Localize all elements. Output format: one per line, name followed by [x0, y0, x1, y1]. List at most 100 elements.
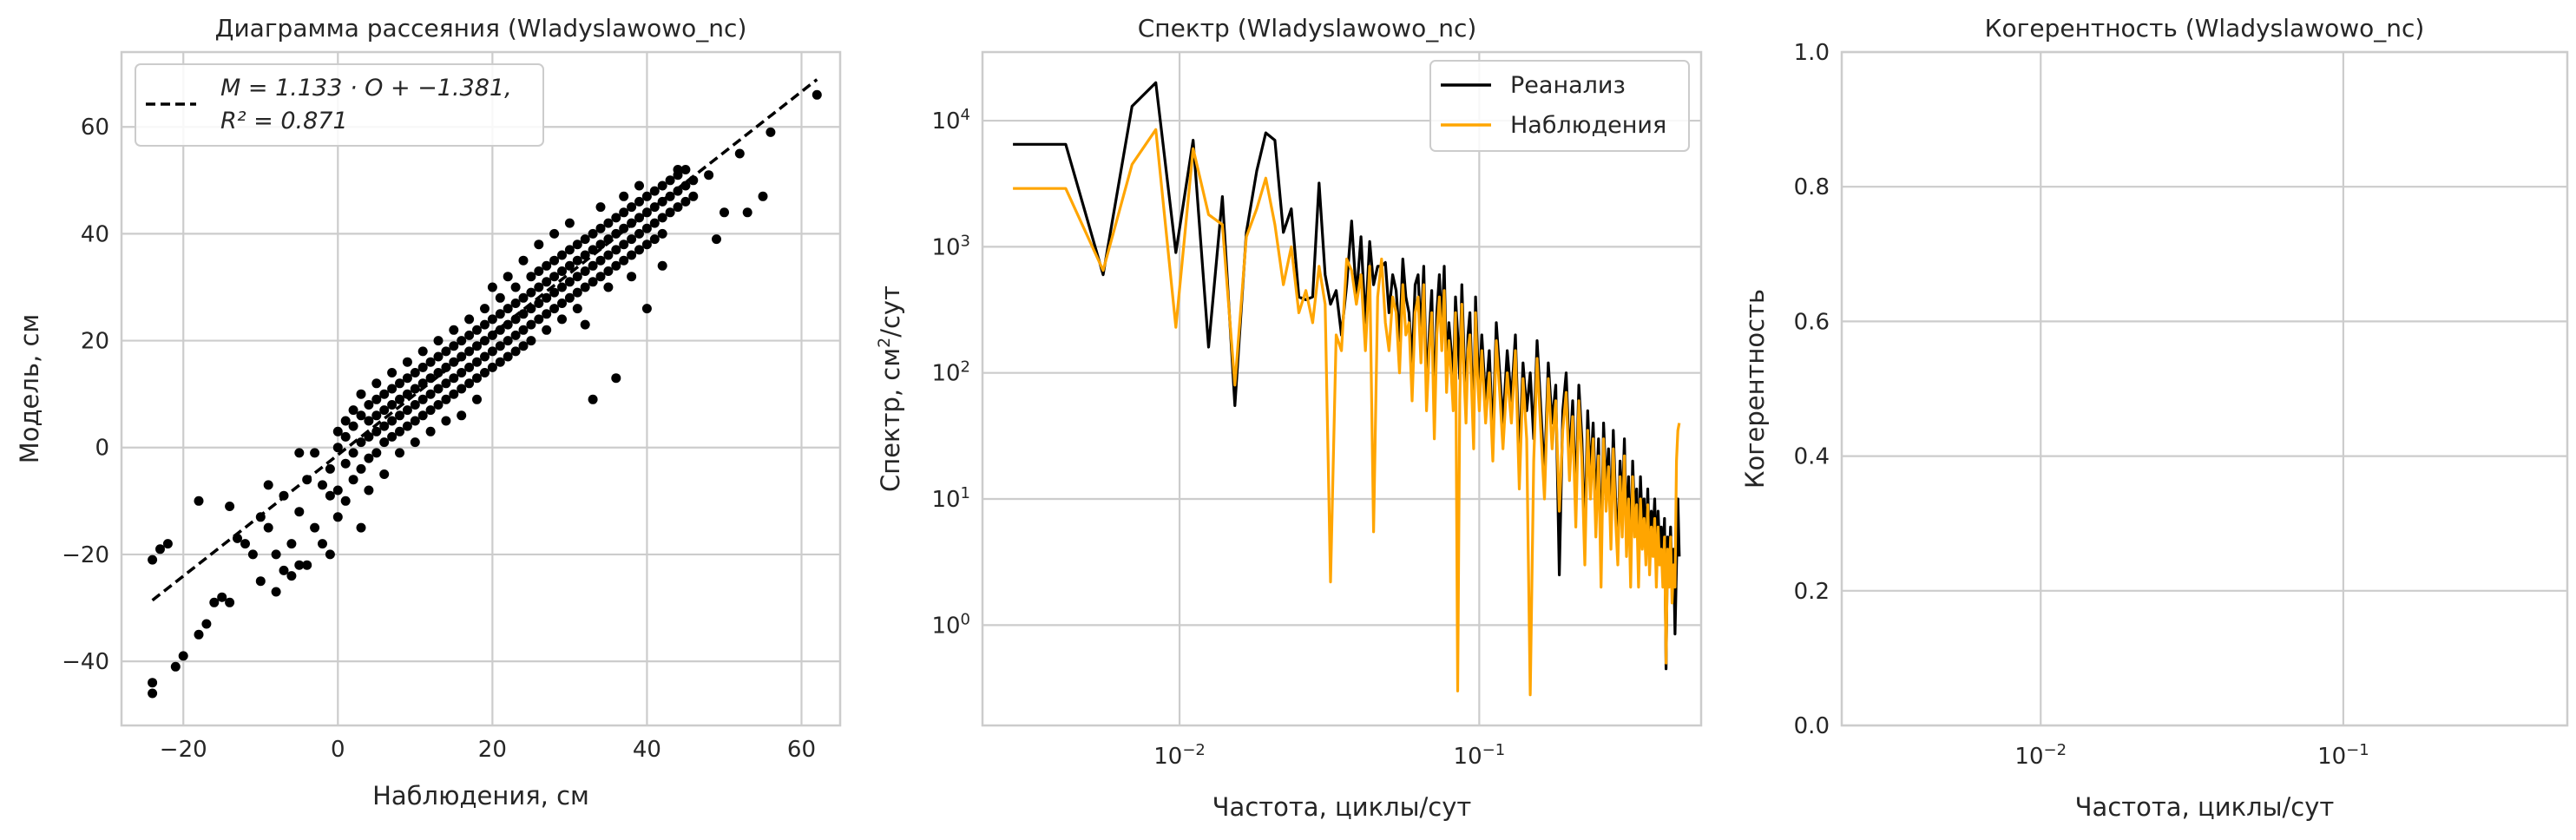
- scatter-point: [680, 165, 691, 174]
- scatter-point: [240, 539, 250, 549]
- scatter-point: [595, 202, 606, 213]
- scatter-point: [402, 405, 412, 416]
- scatter-point: [379, 389, 390, 399]
- scatter-point: [332, 426, 343, 436]
- scatter-marks: [148, 78, 822, 699]
- scatter-point: [595, 240, 606, 250]
- scatter-point: [340, 431, 351, 442]
- scatter-point: [286, 571, 297, 581]
- scatter-point: [526, 287, 536, 298]
- coherence-frame: [1840, 50, 2569, 727]
- scatter-point: [395, 394, 404, 404]
- scatter-point: [310, 448, 320, 458]
- scatter-point: [348, 421, 358, 431]
- scatter-point: [433, 368, 444, 377]
- scatter-point: [611, 245, 621, 255]
- scatter-point: [294, 448, 305, 458]
- scatter-point: [332, 485, 343, 495]
- coherence-ytick-label: 1.0: [1794, 40, 1830, 66]
- scatter-point: [534, 266, 544, 276]
- spectrum-legend-label-reanalysis: Реанализ: [1510, 72, 1626, 99]
- scatter-xtick-label: 40: [633, 737, 661, 763]
- spectrum-ytick-label: 103: [931, 232, 970, 261]
- scatter-point: [356, 463, 366, 474]
- scatter-point: [542, 260, 552, 271]
- scatter-point: [572, 287, 582, 298]
- scatter-point: [225, 597, 235, 607]
- scatter-point: [518, 292, 529, 303]
- scatter-point: [557, 282, 567, 292]
- scatter-point: [534, 240, 544, 250]
- scatter-point: [194, 629, 204, 640]
- scatter-point: [441, 416, 451, 426]
- scatter-point: [634, 245, 644, 255]
- scatter-point: [510, 346, 521, 357]
- scatter-point: [402, 421, 412, 431]
- scatter-point: [348, 405, 358, 416]
- scatter-point: [155, 544, 165, 555]
- spectrum-ylabel-suffix: /сут: [876, 285, 905, 338]
- scatter-frame: [120, 50, 842, 727]
- coherence-xlabel: Частота, циклы/сут: [2075, 792, 2335, 822]
- scatter-point: [379, 405, 390, 416]
- scatter-point: [542, 309, 552, 319]
- scatter-point: [549, 304, 560, 314]
- scatter-panel: Диаграмма рассеяния (Wladyslawowo_nc) −2…: [15, 14, 842, 810]
- scatter-point: [641, 191, 652, 201]
- scatter-legend-line1: M = 1.133 · O + −1.381,: [220, 75, 512, 102]
- scatter-point: [457, 384, 467, 394]
- scatter-point: [441, 394, 451, 404]
- scatter-ytick-label: 40: [81, 221, 109, 247]
- scatter-point: [356, 522, 366, 533]
- spectrum-panel: Спектр (Wladyslawowo_nc) 10−2 10−11001011…: [875, 14, 1703, 822]
- scatter-point: [425, 426, 436, 436]
- scatter-point: [472, 357, 482, 367]
- spectrum-ytick-label: 102: [931, 358, 970, 387]
- scatter-point: [387, 416, 398, 426]
- scatter-point: [356, 437, 366, 448]
- scatter-point: [680, 196, 691, 207]
- scatter-point: [340, 416, 351, 426]
- scatter-point: [603, 282, 614, 292]
- spectrum-xtick-label: 10−1: [1454, 741, 1506, 771]
- scatter-point: [611, 260, 621, 271]
- scatter-point: [634, 196, 644, 207]
- spectrum-ytick-label: 104: [931, 106, 970, 135]
- scatter-point: [325, 490, 335, 501]
- scatter-point: [472, 394, 482, 404]
- scatter-point: [294, 560, 305, 570]
- spectrum-grid: [982, 52, 1701, 725]
- scatter-point: [580, 319, 590, 330]
- scatter-point: [564, 245, 575, 255]
- scatter-point: [410, 400, 420, 410]
- scatter-point: [480, 319, 490, 330]
- scatter-point: [449, 325, 459, 335]
- scatter-point: [557, 314, 567, 325]
- scatter-point: [580, 234, 590, 245]
- scatter-point: [720, 207, 729, 218]
- scatter-point: [170, 661, 181, 672]
- scatter-point: [247, 549, 258, 560]
- spectrum-ylabel-prefix: Спектр, см: [876, 348, 905, 492]
- scatter-point: [611, 373, 621, 384]
- scatter-point: [673, 165, 683, 174]
- scatter-point: [542, 325, 552, 335]
- scatter-point: [480, 304, 490, 314]
- coherence-ytick-label: 0.0: [1794, 713, 1830, 739]
- scatter-point: [332, 512, 343, 522]
- coherence-ytick-label: 0.6: [1794, 309, 1830, 335]
- scatter-point: [641, 223, 652, 233]
- scatter-point: [441, 378, 451, 389]
- scatter-point: [433, 400, 444, 410]
- scatter-point: [318, 539, 327, 549]
- scatter-point: [402, 389, 412, 399]
- scatter-point: [534, 282, 544, 292]
- spectrum-ytick-label: 101: [931, 484, 970, 514]
- scatter-point: [634, 228, 644, 239]
- scatter-point: [526, 272, 536, 282]
- scatter-point: [302, 560, 312, 570]
- scatter-point: [564, 218, 575, 228]
- scatter-title: Диаграмма рассеяния (Wladyslawowo_nc): [215, 14, 747, 43]
- scatter-point: [464, 362, 475, 372]
- scatter-point: [457, 336, 467, 346]
